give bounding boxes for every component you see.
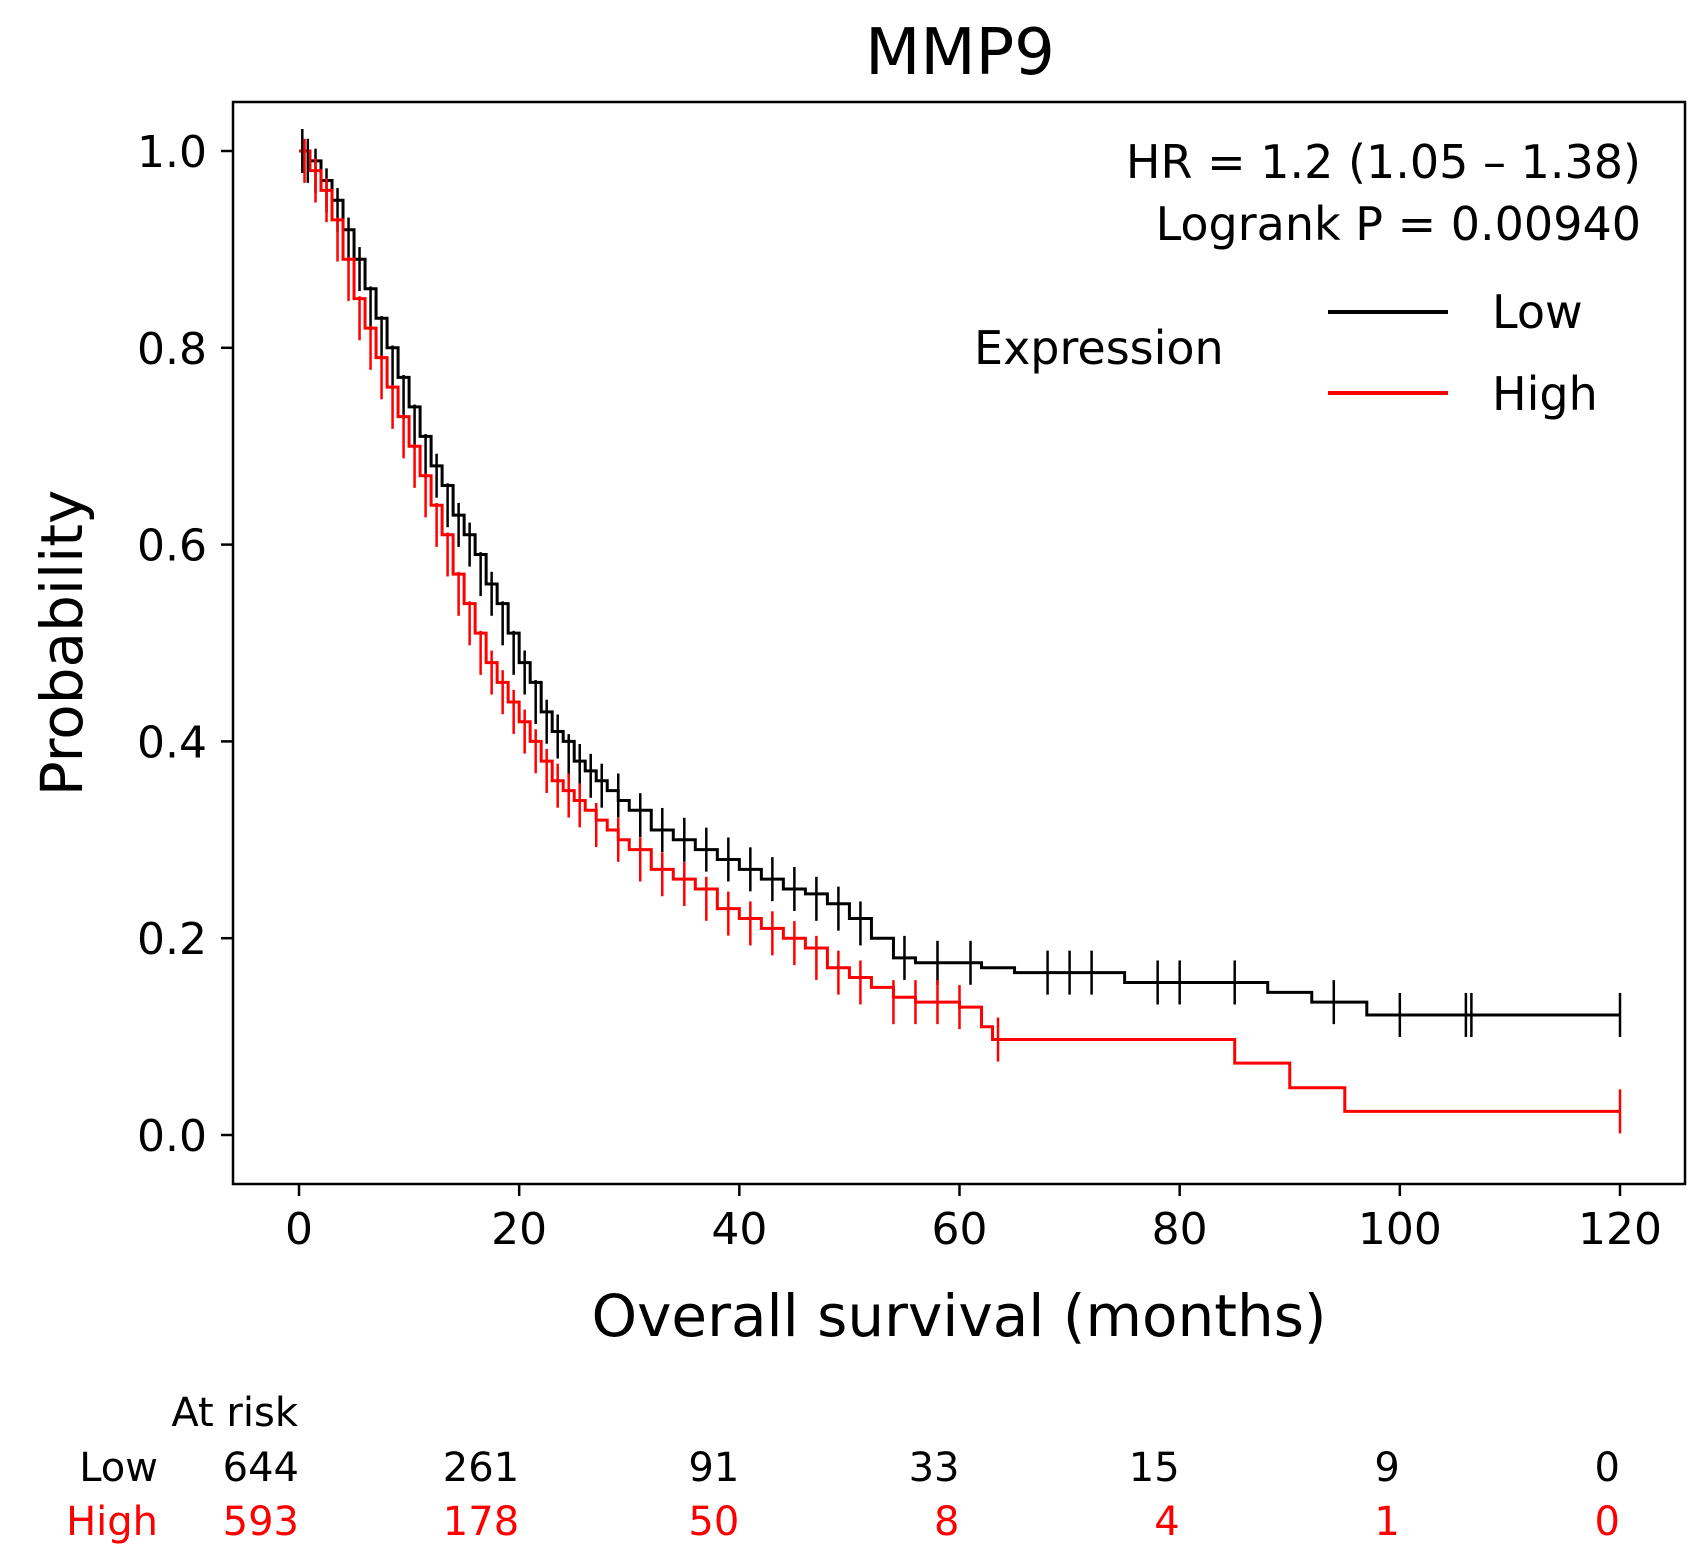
x-tick-label-20: 20 bbox=[491, 1204, 547, 1255]
at-risk-row-label-high: High bbox=[66, 1499, 158, 1545]
hazard-ratio-annotation: HR = 1.2 (1.05 – 1.38) bbox=[1126, 135, 1641, 189]
x-tick-label-0: 0 bbox=[285, 1204, 313, 1255]
at-risk-value-low: 644 bbox=[223, 1445, 299, 1491]
survival-curves bbox=[299, 149, 1620, 1113]
at-risk-value-low: 91 bbox=[688, 1445, 739, 1491]
logrank-p-annotation: Logrank P = 0.00940 bbox=[1156, 197, 1641, 251]
y-tick-label-0-8: 0.8 bbox=[137, 324, 207, 375]
at-risk-value-low: 33 bbox=[909, 1445, 960, 1491]
at-risk-table: At risk Low 644 261 91 33 15 9 0 High 593 178 50 8 4 1… bbox=[66, 1390, 1620, 1545]
at-risk-value-low: 15 bbox=[1129, 1445, 1180, 1491]
y-tick-label-0: 0.0 bbox=[137, 1111, 207, 1162]
legend-title: Expression bbox=[974, 321, 1224, 375]
at-risk-value-low: 0 bbox=[1595, 1445, 1620, 1491]
at-risk-value-low: 9 bbox=[1374, 1445, 1399, 1491]
legend-label-low: Low bbox=[1492, 285, 1583, 339]
at-risk-value-high: 0 bbox=[1595, 1499, 1620, 1545]
at-risk-value-high: 50 bbox=[688, 1499, 739, 1545]
survival-curve-high bbox=[299, 149, 1620, 1113]
at-risk-value-high: 8 bbox=[934, 1499, 959, 1545]
y-axis-label: Probability bbox=[28, 490, 96, 797]
x-tick-label-100: 100 bbox=[1358, 1204, 1442, 1255]
legend-label-high: High bbox=[1492, 367, 1598, 421]
at-risk-row-label-low: Low bbox=[79, 1445, 158, 1491]
x-tick-label-80: 80 bbox=[1152, 1204, 1208, 1255]
censor-marks bbox=[301, 129, 1622, 1134]
x-tick-label-40: 40 bbox=[711, 1204, 767, 1255]
legend: Expression Low High bbox=[974, 285, 1598, 421]
y-axis: 0.0 0.2 0.4 0.6 0.8 1.0 bbox=[137, 127, 233, 1162]
x-tick-label-60: 60 bbox=[932, 1204, 988, 1255]
chart-title: MMP9 bbox=[865, 16, 1055, 90]
x-axis-label: Overall survival (months) bbox=[591, 1282, 1326, 1350]
x-tick-label-120: 120 bbox=[1578, 1204, 1662, 1255]
x-axis: 0 20 40 60 80 100 120 bbox=[285, 1184, 1662, 1255]
at-risk-value-high: 4 bbox=[1154, 1499, 1179, 1545]
at-risk-value-low: 261 bbox=[443, 1445, 519, 1491]
at-risk-value-high: 178 bbox=[443, 1499, 519, 1545]
y-tick-label-0-6: 0.6 bbox=[137, 521, 207, 572]
survival-curve-low bbox=[299, 149, 1620, 1017]
at-risk-value-high: 1 bbox=[1374, 1499, 1399, 1545]
y-tick-label-0-4: 0.4 bbox=[137, 717, 207, 768]
y-tick-label-0-2: 0.2 bbox=[137, 914, 207, 965]
y-tick-label-1: 1.0 bbox=[137, 127, 207, 178]
at-risk-value-high: 593 bbox=[223, 1499, 299, 1545]
at-risk-header: At risk bbox=[171, 1390, 298, 1436]
